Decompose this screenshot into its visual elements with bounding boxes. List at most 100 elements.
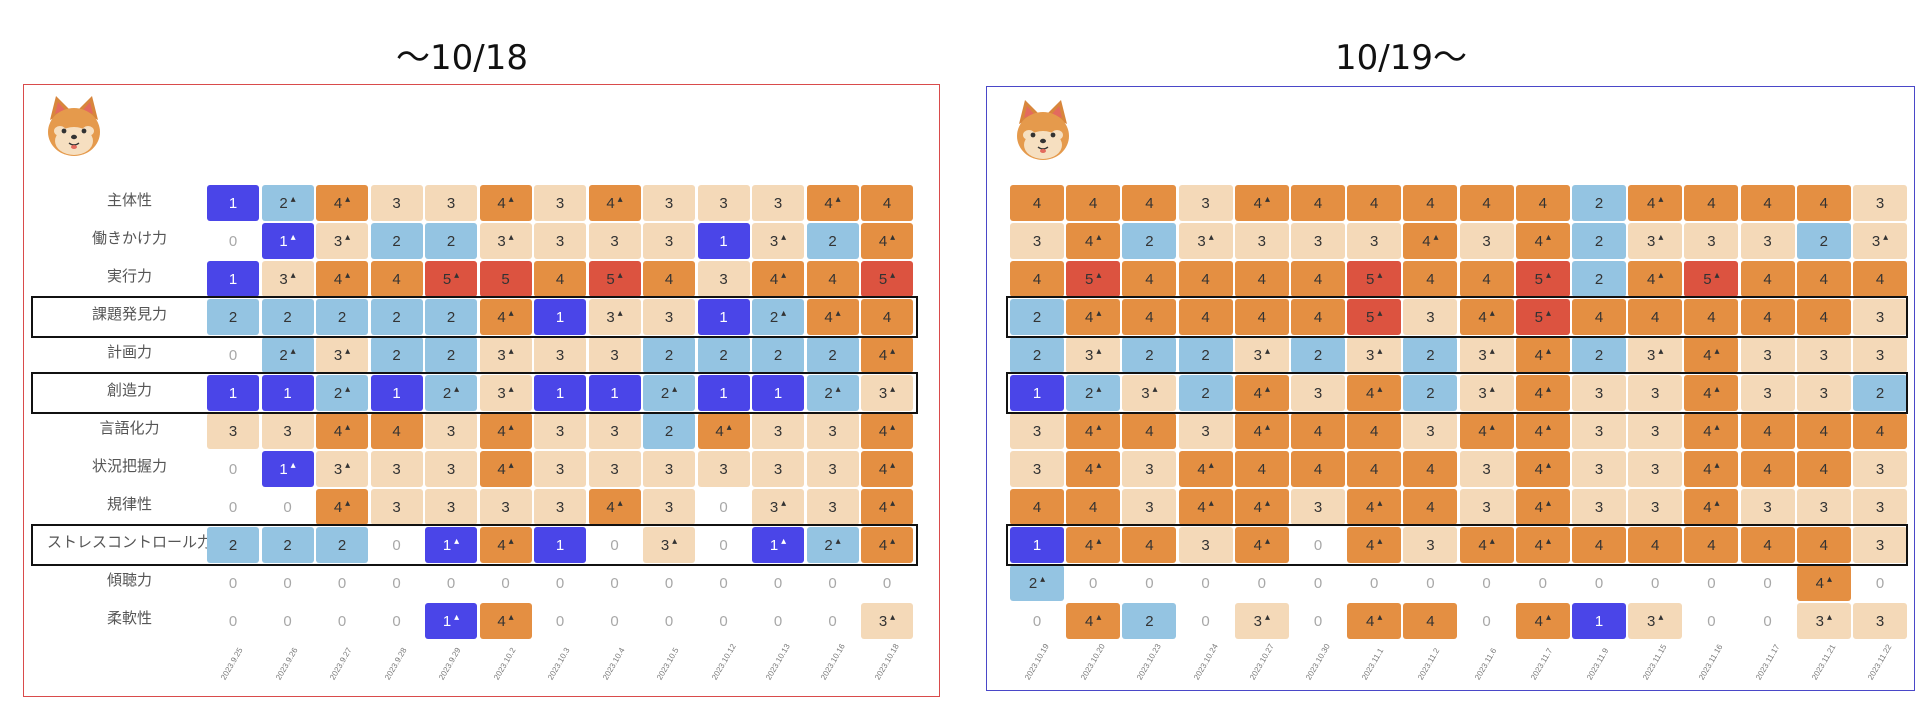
score-cell[interactable]: 4 (1684, 413, 1739, 449)
score-cell[interactable]: 4 (1122, 185, 1177, 221)
score-cell[interactable]: 0 (589, 565, 641, 601)
score-cell[interactable]: 0 (1291, 603, 1345, 639)
score-cell[interactable]: 4 (1010, 489, 1064, 525)
score-cell[interactable]: 0 (1460, 603, 1514, 639)
score-cell[interactable]: 5 (1347, 261, 1402, 297)
score-cell[interactable]: 0 (1572, 565, 1626, 601)
score-cell[interactable]: 3 (1178, 185, 1233, 221)
score-cell[interactable]: 4 (861, 185, 913, 221)
score-cell[interactable]: 4 (1628, 185, 1683, 221)
score-cell[interactable]: 4 (1684, 299, 1739, 335)
score-cell[interactable]: 4 (1684, 185, 1739, 221)
score-cell[interactable]: 2 (1796, 223, 1851, 259)
score-cell[interactable]: 3 (316, 451, 368, 487)
score-cell[interactable]: 4 (370, 261, 423, 297)
score-cell[interactable]: 4 (1628, 261, 1683, 297)
score-cell[interactable]: 2 (1403, 375, 1458, 411)
score-cell[interactable]: 4 (1740, 451, 1795, 487)
score-cell[interactable]: 4 (316, 413, 368, 449)
score-cell[interactable]: 4 (1740, 527, 1795, 563)
score-cell[interactable]: 4 (1403, 223, 1458, 259)
score-cell[interactable]: 1 (261, 451, 314, 487)
score-cell[interactable]: 3 (752, 489, 804, 525)
score-cell[interactable]: 4 (1628, 527, 1683, 563)
score-cell[interactable]: 3 (1628, 375, 1683, 411)
score-cell[interactable]: 3 (370, 489, 423, 525)
score-cell[interactable]: 4 (861, 489, 913, 525)
score-cell[interactable]: 4 (1122, 527, 1177, 563)
score-cell[interactable]: 3 (1796, 603, 1851, 639)
score-cell[interactable]: 3 (1234, 223, 1289, 259)
score-cell[interactable]: 4 (1684, 489, 1739, 525)
score-cell[interactable]: 3 (370, 451, 423, 487)
score-cell[interactable]: 4 (1796, 299, 1851, 335)
score-cell[interactable]: 2 (1066, 375, 1121, 411)
score-cell[interactable]: 5 (588, 261, 641, 297)
score-cell[interactable]: 2 (752, 337, 804, 373)
score-cell[interactable]: 4 (1234, 185, 1289, 221)
score-cell[interactable]: 2 (370, 223, 423, 259)
score-cell[interactable]: 3 (1122, 451, 1177, 487)
score-cell[interactable]: 3 (1853, 223, 1907, 259)
score-cell[interactable]: 2 (1122, 603, 1177, 639)
score-cell[interactable]: 2 (806, 527, 859, 563)
score-cell[interactable]: 3 (1459, 489, 1514, 525)
score-cell[interactable]: 4 (1740, 299, 1795, 335)
score-cell[interactable]: 0 (534, 565, 586, 601)
score-cell[interactable]: 0 (698, 527, 750, 563)
score-cell[interactable]: 4 (861, 413, 913, 449)
score-cell[interactable]: 1 (534, 527, 586, 563)
score-cell[interactable]: 3 (861, 603, 913, 639)
score-cell[interactable]: 4 (1515, 337, 1570, 373)
score-cell[interactable]: 3 (861, 375, 913, 411)
score-cell[interactable]: 3 (479, 375, 532, 411)
score-cell[interactable]: 2 (806, 337, 859, 373)
score-cell[interactable]: 2 (261, 527, 314, 563)
score-cell[interactable]: 4 (1796, 261, 1851, 297)
score-cell[interactable]: 2 (370, 299, 423, 335)
score-cell[interactable]: 0 (643, 603, 695, 639)
score-cell[interactable]: 0 (1741, 603, 1795, 639)
score-cell[interactable]: 4 (1459, 261, 1514, 297)
score-cell[interactable]: 3 (1853, 603, 1907, 639)
score-cell[interactable]: 3 (643, 299, 695, 335)
score-cell[interactable]: 4 (1291, 299, 1345, 335)
score-cell[interactable]: 4 (479, 413, 532, 449)
score-cell[interactable]: 5 (1684, 261, 1739, 297)
score-cell[interactable]: 2 (1572, 185, 1626, 221)
score-cell[interactable]: 4 (1515, 603, 1570, 639)
score-cell[interactable]: 4 (1684, 337, 1739, 373)
score-cell[interactable]: 3 (1403, 527, 1458, 563)
score-cell[interactable]: 4 (861, 337, 913, 373)
score-cell[interactable]: 3 (643, 489, 695, 525)
score-cell[interactable]: 3 (1628, 451, 1683, 487)
score-cell[interactable]: 3 (261, 413, 314, 449)
score-cell[interactable]: 1 (1572, 603, 1626, 639)
score-cell[interactable]: 4 (1347, 451, 1402, 487)
score-cell[interactable]: 2 (806, 375, 859, 411)
score-cell[interactable]: 3 (1628, 223, 1683, 259)
score-cell[interactable]: 4 (1291, 261, 1345, 297)
score-cell[interactable]: 4 (697, 413, 750, 449)
score-cell[interactable]: 4 (1122, 299, 1177, 335)
score-cell[interactable]: 1 (534, 299, 586, 335)
score-cell[interactable]: 0 (262, 603, 314, 639)
score-cell[interactable]: 3 (207, 413, 259, 449)
score-cell[interactable]: 4 (1347, 413, 1402, 449)
score-cell[interactable]: 4 (1515, 413, 1570, 449)
score-cell[interactable]: 4 (806, 261, 859, 297)
score-cell[interactable]: 2 (316, 299, 368, 335)
score-cell[interactable]: 3 (1853, 337, 1907, 373)
score-cell[interactable]: 3 (697, 451, 750, 487)
score-cell[interactable]: 4 (1740, 185, 1795, 221)
score-cell[interactable]: 3 (479, 223, 532, 259)
score-cell[interactable]: 0 (861, 565, 913, 601)
score-cell[interactable]: 5 (479, 261, 532, 297)
score-cell[interactable]: 1 (697, 299, 750, 335)
score-cell[interactable]: 3 (643, 185, 695, 221)
score-cell[interactable]: 0 (1179, 565, 1233, 601)
score-cell[interactable]: 1 (697, 375, 750, 411)
score-cell[interactable]: 4 (1628, 299, 1683, 335)
score-cell[interactable]: 3 (1628, 603, 1683, 639)
score-cell[interactable]: 0 (371, 527, 423, 563)
